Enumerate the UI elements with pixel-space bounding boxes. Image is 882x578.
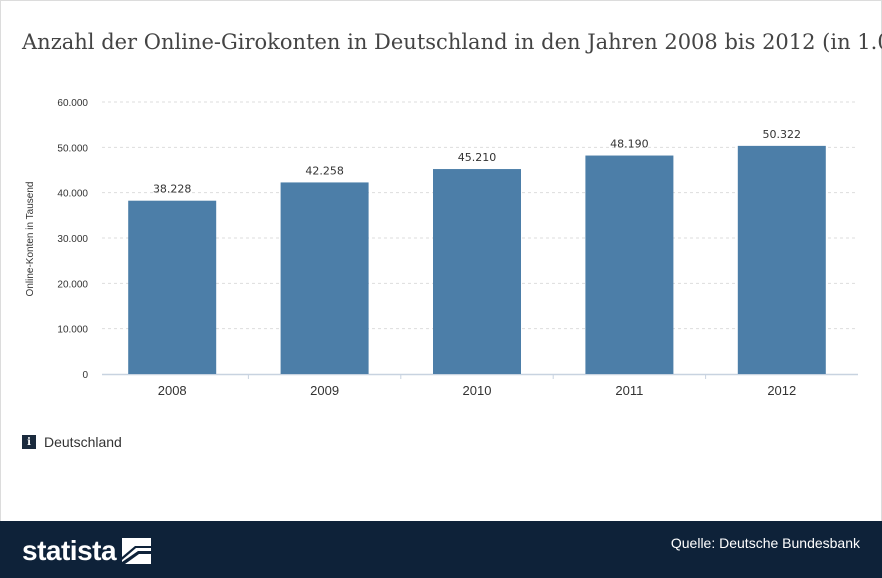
data-labels: 38.228 42.258 45.210 48.190 50.322 [153, 128, 801, 196]
legend[interactable]: i Deutschland [22, 434, 122, 450]
y-tick-label: 50.000 [57, 143, 88, 154]
chart-title: Anzahl der Online-Girokonten in Deutschl… [22, 30, 882, 54]
y-tick-label: 0 [82, 370, 88, 381]
y-axis-label: Online-Konten in Tausend [25, 182, 36, 297]
data-label-2009: 42.258 [305, 164, 344, 177]
x-tick-label-2008: 2008 [158, 383, 187, 398]
logo-text: statista [22, 535, 117, 566]
y-tick-label: 40.000 [57, 189, 88, 200]
bar-chart: 0 10.000 20.000 30.000 40.000 50.000 60.000 38… [25, 98, 858, 398]
y-tick-label: 20.000 [57, 279, 88, 290]
data-label-2008: 38.228 [153, 183, 192, 196]
y-tick-label: 10.000 [57, 325, 88, 336]
bars [128, 145, 826, 374]
info-icon[interactable]: i [22, 435, 36, 449]
statista-logo[interactable]: statista [22, 535, 152, 567]
data-label-2012: 50.322 [763, 128, 802, 141]
y-tick-label: 60.000 [57, 98, 88, 109]
bar-2012[interactable] [737, 145, 826, 374]
data-label-2011: 48.190 [610, 138, 649, 151]
x-tick-label-2011: 2011 [615, 383, 643, 398]
bar-2010[interactable] [433, 169, 521, 374]
source-label: Quelle: Deutsche Bundesbank [670, 535, 860, 551]
x-tick-label-2012: 2012 [767, 383, 796, 398]
bar-2008[interactable] [128, 200, 217, 374]
data-label-2010: 45.210 [458, 151, 497, 164]
bar-2009[interactable] [280, 182, 369, 374]
statista-mark-icon [122, 538, 152, 564]
y-tick-label: 30.000 [57, 234, 88, 245]
bar-2011[interactable] [585, 155, 674, 374]
legend-label: Deutschland [44, 434, 122, 450]
footer-bar: statista Quelle: Deutsche Bundesbank [0, 521, 882, 578]
x-axis-ticks: 2008 2009 2010 2011 2012 [158, 374, 796, 398]
x-tick-label-2010: 2010 [463, 383, 492, 398]
y-axis-ticks: 0 10.000 20.000 30.000 40.000 50.000 60.000 [57, 98, 88, 381]
x-tick-label-2009: 2009 [310, 383, 339, 398]
